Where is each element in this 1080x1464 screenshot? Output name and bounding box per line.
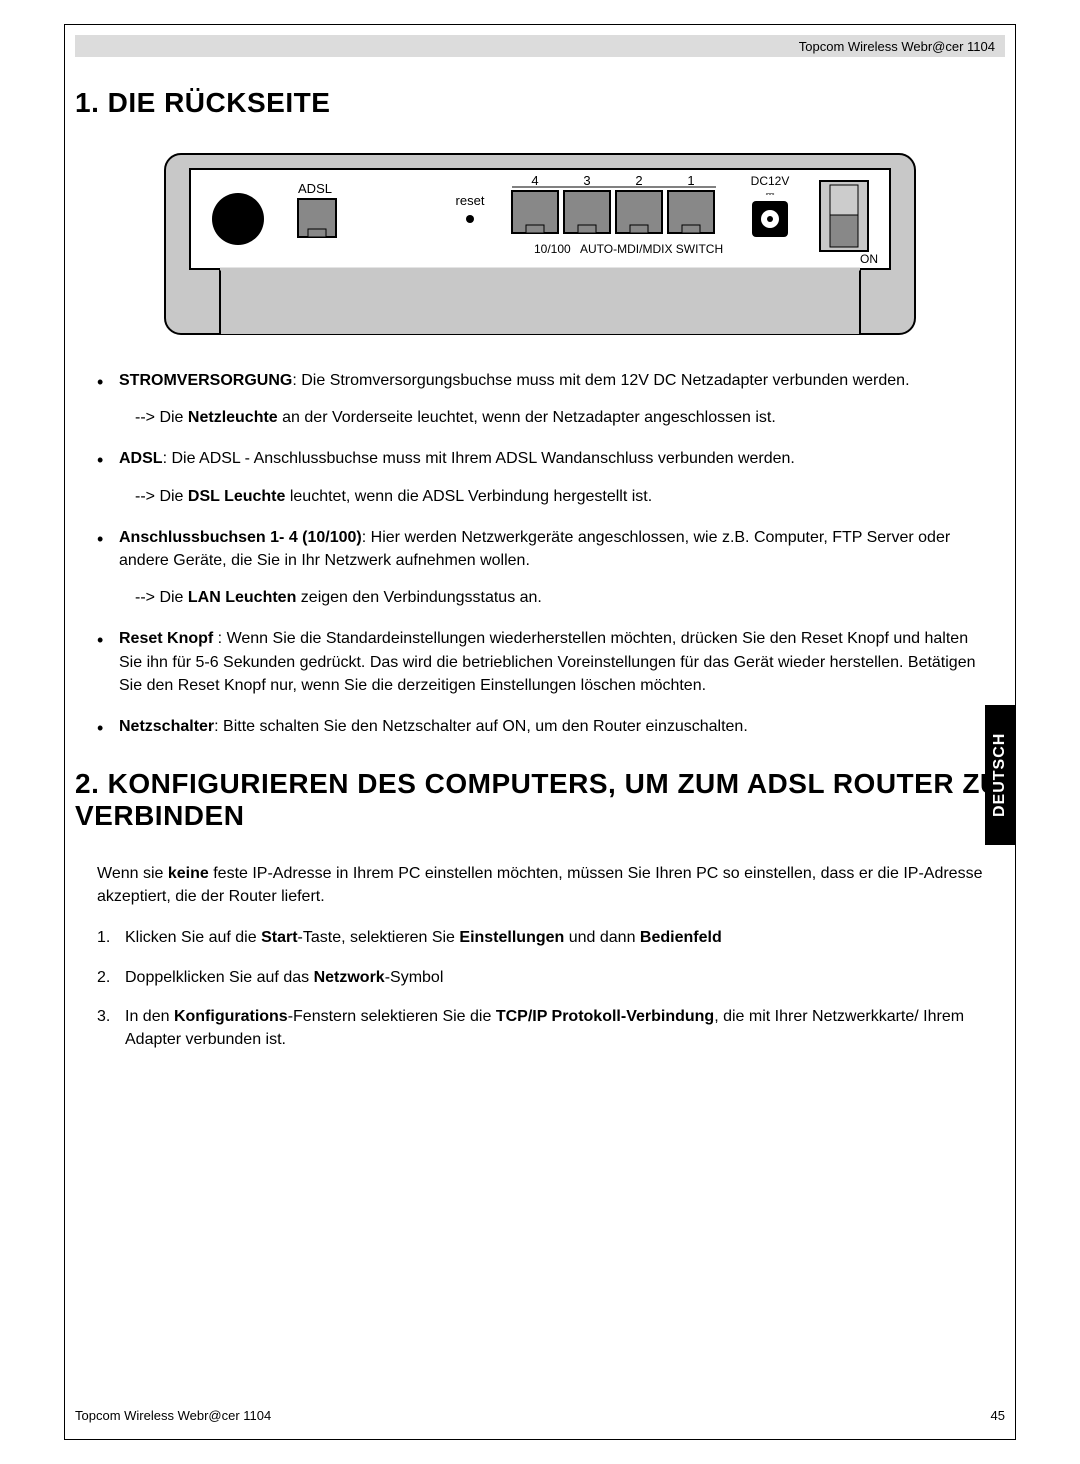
section2-intro: Wenn sie keine feste IP-Adresse in Ihrem… <box>75 862 1005 908</box>
svg-text:AUTO-MDI/MDIX SWITCH: AUTO-MDI/MDIX SWITCH <box>580 242 723 256</box>
section1-title: 1. DIE RÜCKSEITE <box>75 87 1005 119</box>
bullet-item: ADSL: Die ADSL - Anschlussbuchse muss mi… <box>97 447 995 507</box>
svg-text:1: 1 <box>687 173 694 188</box>
footer-product: Topcom Wireless Webr@cer 1104 <box>75 1408 271 1423</box>
svg-text:ADSL: ADSL <box>298 181 332 196</box>
section1-bullets: STROMVERSORGUNG: Die Stromversorgungsbuc… <box>75 369 1005 738</box>
section2-title: 2. KONFIGURIEREN DES COMPUTERS, UM ZUM A… <box>75 768 1005 832</box>
bullet-sub: --> Die LAN Leuchten zeigen den Verbindu… <box>119 586 995 609</box>
svg-text:4: 4 <box>531 173 538 188</box>
header-product: Topcom Wireless Webr@cer 1104 <box>799 39 995 54</box>
svg-text:10/100: 10/100 <box>534 242 571 256</box>
bullet-item: Reset Knopf : Wenn Sie die Standardeinst… <box>97 627 995 697</box>
header-bar: Topcom Wireless Webr@cer 1104 <box>75 35 1005 57</box>
footer: Topcom Wireless Webr@cer 1104 45 <box>75 1408 1005 1423</box>
svg-text:reset: reset <box>456 193 485 208</box>
svg-text:3: 3 <box>583 173 590 188</box>
bullet-item: STROMVERSORGUNG: Die Stromversorgungsbuc… <box>97 369 995 429</box>
svg-text:2: 2 <box>635 173 642 188</box>
step-item: Doppelklicken Sie auf das Netzwork-Symbo… <box>97 966 995 989</box>
svg-text:⎓: ⎓ <box>766 188 775 200</box>
bullet-item: Anschlussbuchsen 1- 4 (10/100): Hier wer… <box>97 526 995 610</box>
bullet-sub: --> Die DSL Leuchte leuchtet, wenn die A… <box>119 485 995 508</box>
bullet-item: Netzschalter: Bitte schalten Sie den Net… <box>97 715 995 738</box>
svg-text:DC12V: DC12V <box>751 174 790 188</box>
router-back-diagram: ADSL reset 4 3 2 1 10/100 AUTO-MDI/MDIX SWITCH D… <box>75 149 1005 339</box>
language-tab: DEUTSCH <box>985 705 1015 845</box>
step-item: In den Konfigurations-Fenstern selektier… <box>97 1005 995 1051</box>
bullet-sub: --> Die Netzleuchte an der Vorderseite l… <box>119 406 995 429</box>
svg-text:ON: ON <box>860 252 878 266</box>
section2-steps: Klicken Sie auf die Start-Taste, selekti… <box>75 926 1005 1051</box>
step-item: Klicken Sie auf die Start-Taste, selekti… <box>97 926 995 949</box>
footer-page: 45 <box>991 1408 1005 1423</box>
